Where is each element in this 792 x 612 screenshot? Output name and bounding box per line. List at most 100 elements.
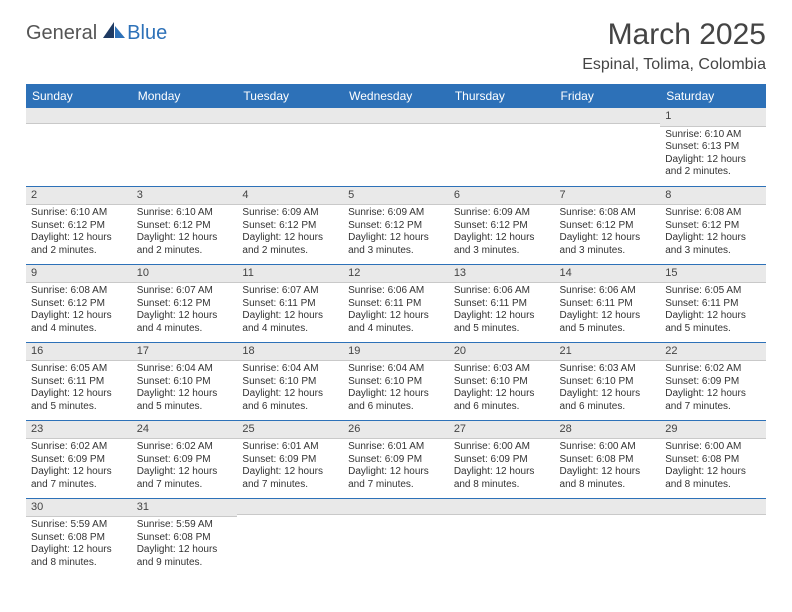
sunset-text: Sunset: 6:09 PM [665,376,761,389]
day-number: 26 [343,421,449,440]
sunrise-text: Sunrise: 6:10 AM [665,129,761,142]
sunrise-text: Sunrise: 6:09 AM [242,207,338,220]
calendar-day-cell [555,498,661,576]
day-number [555,499,661,515]
sunset-text: Sunset: 6:09 PM [31,454,127,467]
day-details: Sunrise: 6:07 AMSunset: 6:12 PMDaylight:… [132,283,238,339]
day-number: 11 [237,265,343,284]
calendar-day-cell: 5Sunrise: 6:09 AMSunset: 6:12 PMDaylight… [343,186,449,264]
calendar-day-cell: 26Sunrise: 6:01 AMSunset: 6:09 PMDayligh… [343,420,449,498]
daylight-text: Daylight: 12 hours and 8 minutes. [560,466,656,491]
sunset-text: Sunset: 6:11 PM [348,298,444,311]
daylight-text: Daylight: 12 hours and 7 minutes. [31,466,127,491]
day-details: Sunrise: 5:59 AMSunset: 6:08 PMDaylight:… [132,517,238,573]
calendar-week-row: 16Sunrise: 6:05 AMSunset: 6:11 PMDayligh… [26,342,766,420]
day-details: Sunrise: 6:01 AMSunset: 6:09 PMDaylight:… [343,439,449,495]
sunset-text: Sunset: 6:12 PM [560,220,656,233]
daylight-text: Daylight: 12 hours and 8 minutes. [454,466,550,491]
sunrise-text: Sunrise: 6:06 AM [454,285,550,298]
day-details: Sunrise: 6:06 AMSunset: 6:11 PMDaylight:… [449,283,555,339]
day-number: 31 [132,499,238,518]
calendar-day-cell: 23Sunrise: 6:02 AMSunset: 6:09 PMDayligh… [26,420,132,498]
calendar-day-cell: 19Sunrise: 6:04 AMSunset: 6:10 PMDayligh… [343,342,449,420]
calendar-day-cell: 1Sunrise: 6:10 AMSunset: 6:13 PMDaylight… [660,108,766,186]
sunrise-text: Sunrise: 6:02 AM [665,363,761,376]
daylight-text: Daylight: 12 hours and 7 minutes. [242,466,338,491]
daylight-text: Daylight: 12 hours and 5 minutes. [31,388,127,413]
daylight-text: Daylight: 12 hours and 2 minutes. [137,232,233,257]
day-number [555,108,661,124]
calendar-day-cell: 14Sunrise: 6:06 AMSunset: 6:11 PMDayligh… [555,264,661,342]
day-details: Sunrise: 6:00 AMSunset: 6:08 PMDaylight:… [660,439,766,495]
sunrise-text: Sunrise: 6:10 AM [137,207,233,220]
sunset-text: Sunset: 6:10 PM [454,376,550,389]
weekday-header: Tuesday [237,84,343,108]
daylight-text: Daylight: 12 hours and 6 minutes. [560,388,656,413]
calendar-day-cell: 8Sunrise: 6:08 AMSunset: 6:12 PMDaylight… [660,186,766,264]
sunrise-text: Sunrise: 6:06 AM [348,285,444,298]
day-number: 10 [132,265,238,284]
calendar-day-cell: 16Sunrise: 6:05 AMSunset: 6:11 PMDayligh… [26,342,132,420]
sunset-text: Sunset: 6:12 PM [665,220,761,233]
day-number: 18 [237,343,343,362]
daylight-text: Daylight: 12 hours and 4 minutes. [242,310,338,335]
daylight-text: Daylight: 12 hours and 5 minutes. [560,310,656,335]
day-number: 15 [660,265,766,284]
calendar-day-cell: 20Sunrise: 6:03 AMSunset: 6:10 PMDayligh… [449,342,555,420]
day-number: 16 [26,343,132,362]
sunrise-text: Sunrise: 6:08 AM [31,285,127,298]
day-details: Sunrise: 6:08 AMSunset: 6:12 PMDaylight:… [555,205,661,261]
day-number [449,499,555,515]
daylight-text: Daylight: 12 hours and 4 minutes. [137,310,233,335]
brand-part2: Blue [127,22,167,45]
day-details: Sunrise: 6:09 AMSunset: 6:12 PMDaylight:… [343,205,449,261]
daylight-text: Daylight: 12 hours and 6 minutes. [348,388,444,413]
calendar-week-row: 30Sunrise: 5:59 AMSunset: 6:08 PMDayligh… [26,498,766,576]
daylight-text: Daylight: 12 hours and 6 minutes. [242,388,338,413]
page-header: General Blue March 2025 Espinal, Tolima,… [26,18,766,74]
sunrise-text: Sunrise: 6:00 AM [454,441,550,454]
location-label: Espinal, Tolima, Colombia [582,56,766,74]
sunset-text: Sunset: 6:11 PM [454,298,550,311]
daylight-text: Daylight: 12 hours and 2 minutes. [665,154,761,179]
day-number [237,499,343,515]
calendar-page: General Blue March 2025 Espinal, Tolima,… [0,0,792,594]
day-number: 20 [449,343,555,362]
calendar-day-cell: 22Sunrise: 6:02 AMSunset: 6:09 PMDayligh… [660,342,766,420]
sunset-text: Sunset: 6:12 PM [31,220,127,233]
day-details: Sunrise: 6:05 AMSunset: 6:11 PMDaylight:… [660,283,766,339]
sunset-text: Sunset: 6:08 PM [665,454,761,467]
calendar-day-cell: 28Sunrise: 6:00 AMSunset: 6:08 PMDayligh… [555,420,661,498]
calendar-day-cell: 29Sunrise: 6:00 AMSunset: 6:08 PMDayligh… [660,420,766,498]
sunset-text: Sunset: 6:12 PM [242,220,338,233]
calendar-day-cell: 12Sunrise: 6:06 AMSunset: 6:11 PMDayligh… [343,264,449,342]
daylight-text: Daylight: 12 hours and 4 minutes. [31,310,127,335]
calendar-day-cell: 3Sunrise: 6:10 AMSunset: 6:12 PMDaylight… [132,186,238,264]
sunset-text: Sunset: 6:10 PM [137,376,233,389]
day-number: 28 [555,421,661,440]
sunrise-text: Sunrise: 6:05 AM [31,363,127,376]
calendar-day-cell: 21Sunrise: 6:03 AMSunset: 6:10 PMDayligh… [555,342,661,420]
calendar-week-row: 9Sunrise: 6:08 AMSunset: 6:12 PMDaylight… [26,264,766,342]
sunset-text: Sunset: 6:10 PM [242,376,338,389]
sunrise-text: Sunrise: 6:10 AM [31,207,127,220]
sunrise-text: Sunrise: 6:02 AM [31,441,127,454]
calendar-day-cell: 11Sunrise: 6:07 AMSunset: 6:11 PMDayligh… [237,264,343,342]
sunrise-text: Sunrise: 6:00 AM [665,441,761,454]
day-number: 9 [26,265,132,284]
calendar-day-cell [132,108,238,186]
sunset-text: Sunset: 6:10 PM [560,376,656,389]
daylight-text: Daylight: 12 hours and 5 minutes. [665,310,761,335]
day-details: Sunrise: 6:06 AMSunset: 6:11 PMDaylight:… [343,283,449,339]
daylight-text: Daylight: 12 hours and 3 minutes. [665,232,761,257]
day-number: 21 [555,343,661,362]
sunset-text: Sunset: 6:09 PM [137,454,233,467]
day-number: 14 [555,265,661,284]
day-number: 17 [132,343,238,362]
day-number: 7 [555,187,661,206]
day-details: Sunrise: 6:09 AMSunset: 6:12 PMDaylight:… [237,205,343,261]
day-details: Sunrise: 5:59 AMSunset: 6:08 PMDaylight:… [26,517,132,573]
daylight-text: Daylight: 12 hours and 7 minutes. [348,466,444,491]
calendar-week-row: 2Sunrise: 6:10 AMSunset: 6:12 PMDaylight… [26,186,766,264]
weekday-header-row: Sunday Monday Tuesday Wednesday Thursday… [26,84,766,108]
